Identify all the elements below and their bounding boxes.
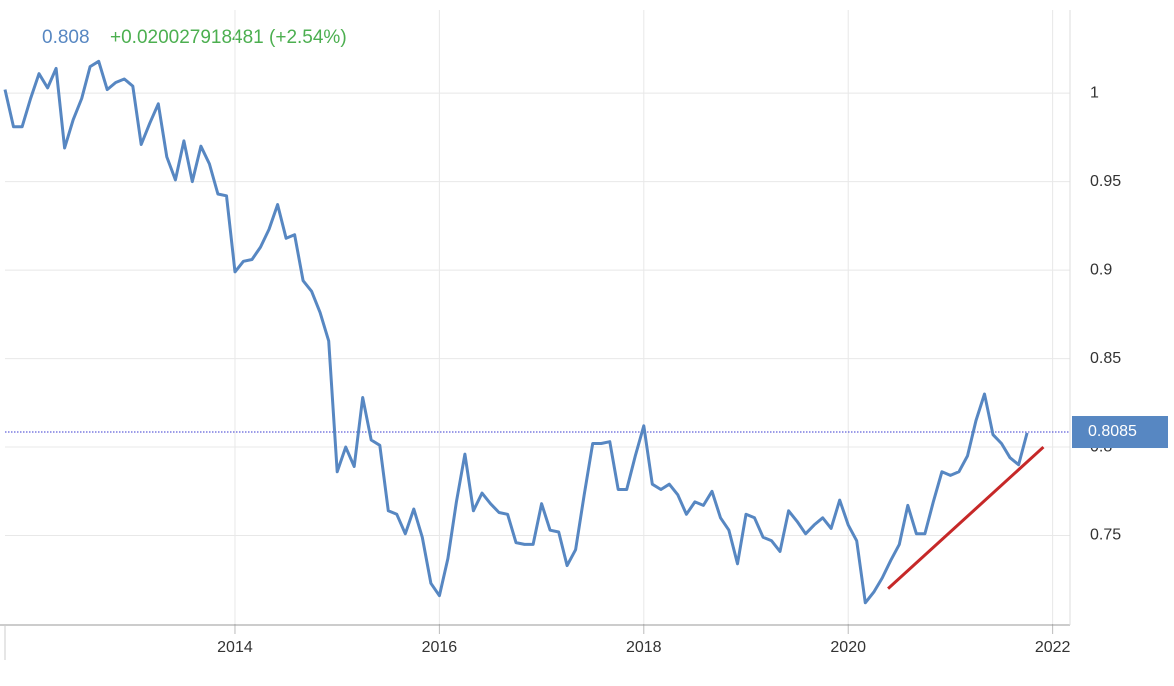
y-tick-label: 1: [1090, 84, 1099, 101]
y-tick-label: 0.9: [1090, 261, 1112, 278]
price: 0.808: [42, 27, 90, 48]
trend-line: [887, 445, 1045, 590]
x-tick-label: 2022: [1035, 639, 1071, 656]
x-tick-label: 2014: [217, 639, 253, 656]
x-tick-label: 2016: [422, 639, 458, 656]
change: +0.020027918481 (+2.54%): [110, 27, 347, 48]
x-tick-label: 2020: [830, 639, 866, 656]
y-tick-label: 0.75: [1090, 527, 1121, 544]
y-tick-label: 0.95: [1090, 173, 1121, 190]
current-box: [1072, 416, 1168, 449]
y-tick-label: 0.85: [1090, 350, 1121, 367]
line-series: [3, 59, 1029, 605]
current-label: 0.8085: [1088, 423, 1137, 440]
x-tick-label: 2018: [626, 639, 662, 656]
